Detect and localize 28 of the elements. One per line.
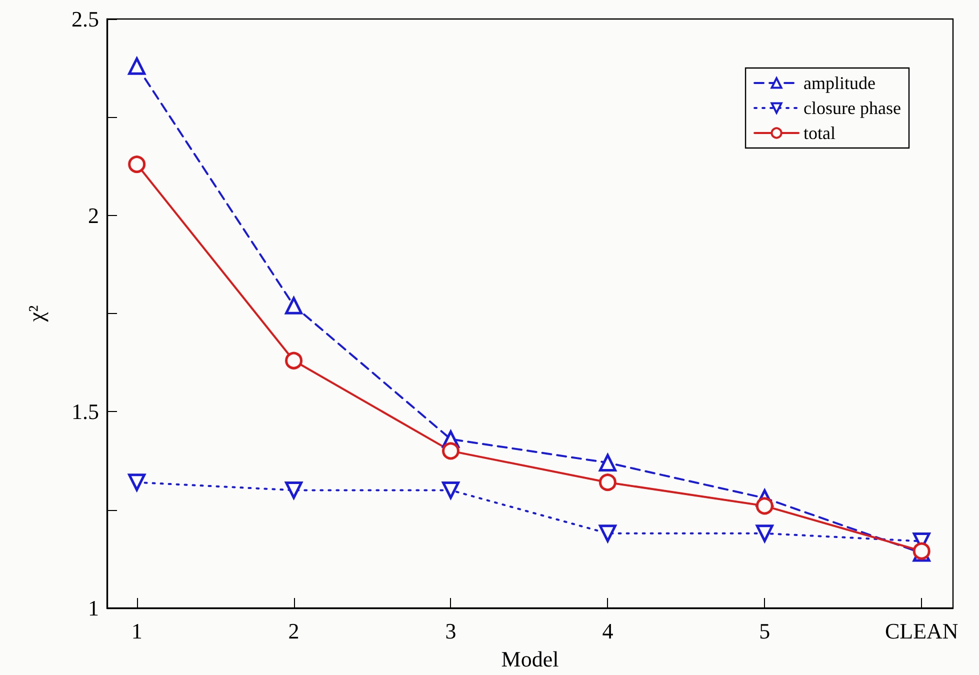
legend-label: total	[804, 123, 836, 143]
point	[598, 524, 616, 542]
point	[442, 442, 460, 460]
x-tick-label: 2	[288, 618, 300, 644]
point	[128, 474, 146, 492]
x-tick-label: 4	[602, 618, 614, 644]
point	[128, 156, 146, 174]
point	[756, 497, 774, 515]
point	[285, 352, 303, 370]
point	[442, 481, 460, 499]
point	[128, 57, 146, 75]
y-tick-label: 2.5	[72, 6, 99, 32]
point	[285, 296, 303, 314]
y-axis-title: χ²	[24, 304, 48, 323]
point	[598, 454, 616, 472]
x-axis-title: Model	[501, 646, 559, 672]
legend-label: amplitude	[804, 73, 876, 93]
point	[756, 524, 774, 542]
x-tick-label: 5	[759, 618, 770, 644]
y-tick-label: 1	[88, 596, 99, 620]
y-tick-label: 2	[88, 202, 99, 228]
y-tick-label: 1.5	[72, 399, 99, 424]
point	[285, 481, 303, 499]
x-tick-label: 3	[445, 618, 456, 644]
x-tick-label: 1	[131, 618, 142, 644]
point	[598, 474, 616, 492]
x-tick-label: CLEAN	[884, 618, 958, 644]
legend-label: closure phase	[804, 98, 902, 118]
